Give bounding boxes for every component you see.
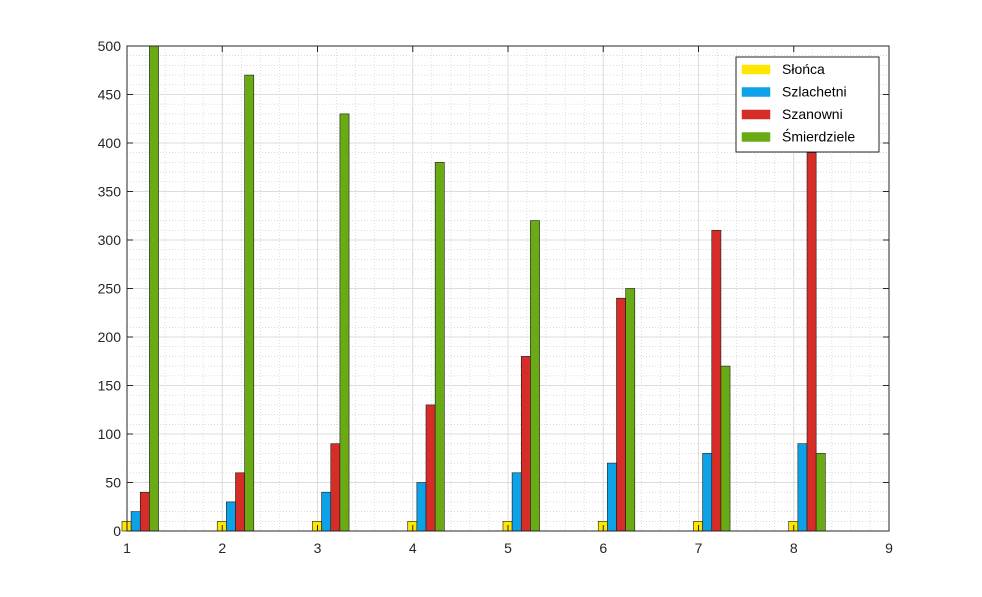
bar [339, 113, 350, 532]
bar [130, 511, 141, 532]
bar [139, 491, 150, 532]
y-tick-label: 350 [98, 184, 122, 200]
y-tick-label: 400 [98, 135, 122, 151]
bar [149, 45, 159, 532]
bar [530, 220, 540, 532]
x-tick-label: 2 [218, 540, 226, 556]
x-tick-label: 9 [885, 540, 893, 556]
bar [434, 162, 445, 532]
bar [806, 152, 817, 532]
bar [416, 482, 427, 532]
x-tick-label: 5 [504, 540, 512, 556]
x-tick-label: 6 [599, 540, 607, 556]
bar [616, 297, 626, 532]
legend-label: Słońca [782, 61, 825, 77]
bar [720, 365, 731, 532]
bar [244, 74, 255, 532]
y-tick-label: 100 [98, 426, 122, 442]
y-tick-label: 300 [98, 232, 122, 248]
x-tick-label: 7 [695, 540, 703, 556]
legend-swatch [741, 132, 771, 142]
y-tick-label: 150 [98, 378, 122, 394]
x-tick-label: 8 [790, 540, 798, 556]
bar [607, 462, 617, 532]
legend-label: Śmierdziele [782, 128, 855, 145]
legend-label: Szanowni [782, 106, 843, 122]
y-tick-label: 250 [98, 281, 122, 297]
legend-swatch [741, 109, 771, 120]
x-tick-label: 3 [314, 540, 322, 556]
y-tick-label: 200 [98, 329, 122, 345]
bar [321, 491, 332, 532]
x-tick-label: 4 [409, 540, 417, 556]
y-tick-label: 0 [113, 523, 121, 539]
bar [711, 230, 722, 532]
bar [330, 443, 341, 532]
bar [702, 453, 713, 532]
y-axis: 0 50 100 150 200 250 300 350 400 450 500 [98, 38, 889, 539]
y-tick-label: 450 [98, 87, 122, 103]
bar [235, 472, 245, 532]
x-tick-label: 1 [123, 540, 131, 556]
bar [815, 453, 826, 532]
y-tick-label: 50 [105, 475, 121, 491]
legend: Słońca Szlachetni Szanowni Śmierdziele [735, 56, 880, 153]
legend-label: Szlachetni [782, 84, 847, 100]
bar [797, 443, 808, 532]
legend-swatch [741, 64, 771, 75]
bar [511, 472, 522, 532]
bar [520, 356, 531, 532]
bar [425, 404, 436, 532]
bars [121, 45, 826, 532]
y-tick-label: 500 [98, 38, 122, 54]
legend-swatch [741, 87, 771, 97]
x-axis: 1 2 3 4 5 6 7 8 9 [123, 46, 893, 556]
bar [226, 501, 236, 532]
bar [625, 288, 636, 532]
